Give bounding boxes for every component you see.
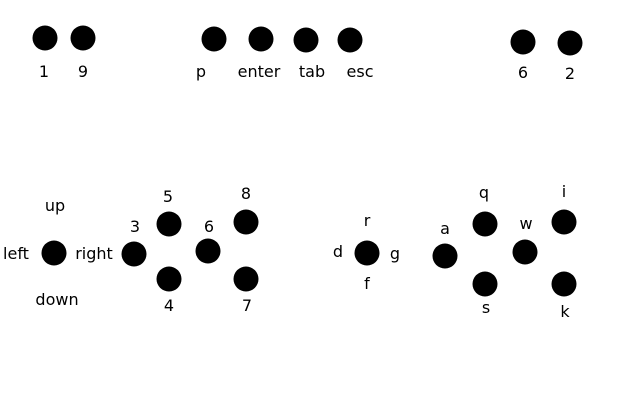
key-6-top-button[interactable] <box>510 29 536 55</box>
key-3-button[interactable] <box>121 241 147 267</box>
dpad-left-label: left <box>3 244 29 263</box>
key-2-button[interactable] <box>557 30 583 56</box>
key-7-label: 7 <box>241 296 253 315</box>
key-i-label: i <box>561 182 567 201</box>
key-enter-button[interactable] <box>248 26 274 52</box>
key-i-button[interactable] <box>551 209 577 235</box>
key-4-button[interactable] <box>156 266 182 292</box>
key-d-label: d <box>332 242 344 261</box>
dpad-center-button[interactable] <box>41 240 67 266</box>
key-8-label: 8 <box>240 184 252 203</box>
key-p-label: p <box>195 62 207 81</box>
key-w-button[interactable] <box>512 239 538 265</box>
key-s-label: s <box>481 298 491 317</box>
key-3-label: 3 <box>129 217 141 236</box>
key-tab-button[interactable] <box>293 27 319 53</box>
key-a-button[interactable] <box>432 243 458 269</box>
key-q-button[interactable] <box>472 211 498 237</box>
key-6-top-label: 6 <box>517 63 529 82</box>
key-2-label: 2 <box>564 64 576 83</box>
dpad-down-label: down <box>35 290 79 309</box>
key-esc-button[interactable] <box>337 27 363 53</box>
key-5-button[interactable] <box>156 211 182 237</box>
key-p-button[interactable] <box>201 26 227 52</box>
key-g-label: g <box>389 244 401 263</box>
key-f-label: f <box>364 274 370 293</box>
key-6-button[interactable] <box>195 238 221 264</box>
key-esc-label: esc <box>346 62 374 81</box>
key-a-label: a <box>440 219 450 238</box>
rdfg-center-button[interactable] <box>354 240 380 266</box>
key-1-button[interactable] <box>32 25 58 51</box>
key-tab-label: tab <box>298 62 326 81</box>
key-4-label: 4 <box>163 296 175 315</box>
key-q-label: q <box>478 183 490 202</box>
key-enter-label: enter <box>237 62 281 81</box>
dpad-right-label: right <box>75 244 113 263</box>
key-9-label: 9 <box>77 62 89 81</box>
key-8-button[interactable] <box>233 209 259 235</box>
key-k-label: k <box>560 302 570 321</box>
key-s-button[interactable] <box>472 271 498 297</box>
dpad-up-label: up <box>44 196 66 215</box>
key-k-button[interactable] <box>551 271 577 297</box>
key-9-button[interactable] <box>70 25 96 51</box>
key-5-label: 5 <box>162 187 174 206</box>
key-1-label: 1 <box>38 62 50 81</box>
key-r-label: r <box>363 211 371 230</box>
key-7-button[interactable] <box>233 266 259 292</box>
key-w-label: w <box>519 214 533 233</box>
key-6-label: 6 <box>203 217 215 236</box>
